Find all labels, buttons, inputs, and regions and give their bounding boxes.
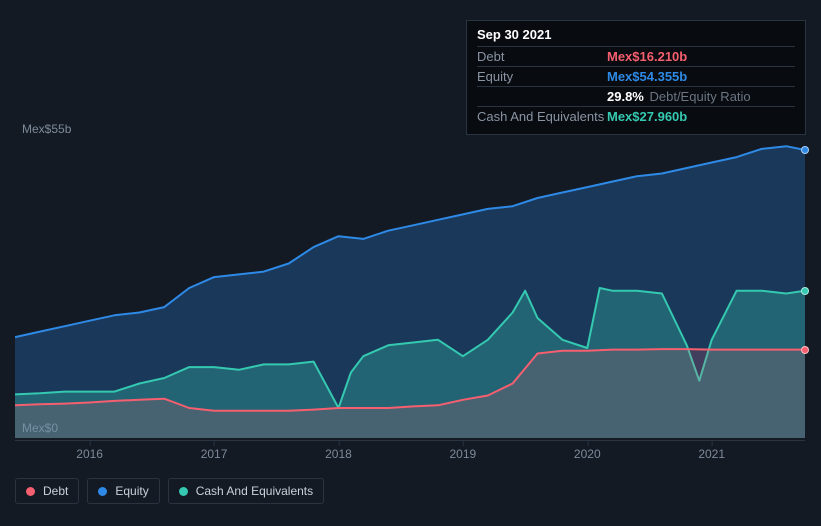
- legend-item-label: Equity: [115, 484, 148, 498]
- chart-tooltip: Sep 30 2021 DebtMex$16.210bEquityMex$54.…: [466, 20, 806, 135]
- series-end-marker: [801, 346, 809, 354]
- legend-item[interactable]: Cash And Equivalents: [168, 478, 324, 504]
- legend-item[interactable]: Equity: [87, 478, 159, 504]
- legend-item-label: Cash And Equivalents: [196, 484, 313, 498]
- x-axis-tick: 2020: [574, 447, 601, 461]
- legend-item[interactable]: Debt: [15, 478, 79, 504]
- tooltip-row: DebtMex$16.210b: [477, 46, 795, 66]
- legend-dot-icon: [98, 487, 107, 496]
- tooltip-row-value: 29.8% Debt/Equity Ratio: [607, 89, 751, 104]
- x-axis-tick: 2021: [698, 447, 725, 461]
- legend-item-label: Debt: [43, 484, 68, 498]
- tooltip-row-value: Mex$27.960b: [607, 109, 687, 124]
- legend-dot-icon: [26, 487, 35, 496]
- series-end-marker: [801, 146, 809, 154]
- tooltip-row-label: Equity: [477, 69, 607, 84]
- tooltip-row-label: Cash And Equivalents: [477, 109, 607, 124]
- tooltip-row-suffix: Debt/Equity Ratio: [646, 89, 751, 104]
- tooltip-row: 29.8% Debt/Equity Ratio: [477, 86, 795, 106]
- series-end-marker: [801, 287, 809, 295]
- x-axis: 2016 2017 2018 2019 2020 2021: [15, 440, 805, 470]
- tooltip-row-label: [477, 89, 607, 104]
- x-axis-tick: 2016: [76, 447, 103, 461]
- chart-legend: Debt Equity Cash And Equivalents: [15, 478, 324, 504]
- legend-dot-icon: [179, 487, 188, 496]
- tooltip-date: Sep 30 2021: [477, 27, 795, 46]
- chart-plot: [15, 138, 805, 438]
- y-axis-label-max: Mex$55b: [22, 122, 71, 136]
- tooltip-row-value: Mex$16.210b: [607, 49, 687, 64]
- tooltip-row: Cash And EquivalentsMex$27.960b: [477, 106, 795, 126]
- x-axis-tick: 2019: [450, 447, 477, 461]
- tooltip-row-value: Mex$54.355b: [607, 69, 687, 84]
- tooltip-row: EquityMex$54.355b: [477, 66, 795, 86]
- tooltip-row-label: Debt: [477, 49, 607, 64]
- x-axis-tick: 2018: [325, 447, 352, 461]
- x-axis-tick: 2017: [201, 447, 228, 461]
